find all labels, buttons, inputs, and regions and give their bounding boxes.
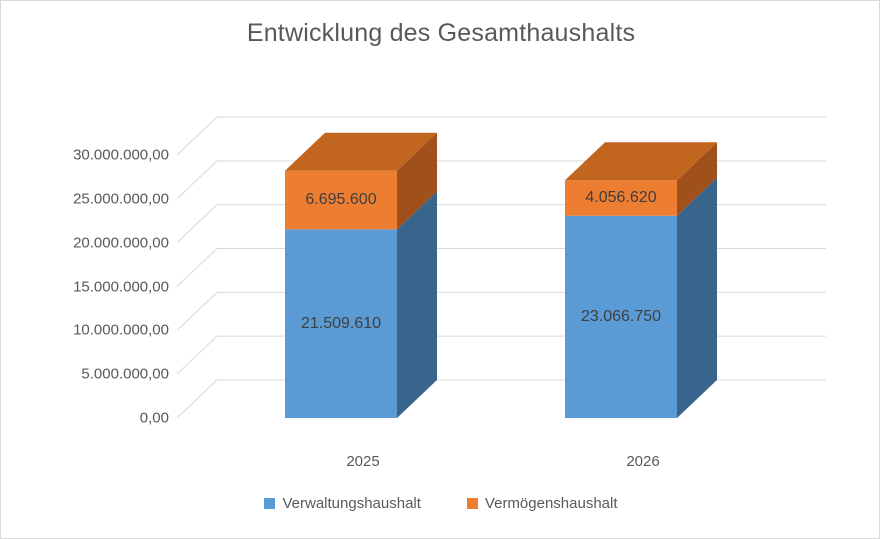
chart-legend: Verwaltungshaushalt Vermögenshaushalt <box>1 495 879 512</box>
bar-front-verwaltungshaushalt <box>285 229 397 418</box>
value-label-verwaltungshaushalt: 23.066.750 <box>580 307 662 325</box>
bar-front-verwaltungshaushalt <box>565 215 677 418</box>
bar-side-verwaltungshaushalt <box>397 191 437 418</box>
bar-side-verwaltungshaushalt <box>677 177 717 418</box>
legend-color-swatch <box>466 498 478 509</box>
bars-group <box>285 132 717 418</box>
x-axis-tick-label: 2026 <box>626 453 660 470</box>
chart-title: Entwicklung des Gesamthaushalts <box>246 19 636 47</box>
legend-label: Vermögenshaushalt <box>484 495 618 512</box>
y-axis-tick-label: 0,00 <box>139 409 169 427</box>
gridline-riser <box>176 291 218 331</box>
bar-front-vermoegenshaushalt <box>565 180 677 216</box>
gridline-riser <box>176 379 218 419</box>
legend-item[interactable]: Verwaltungshaushalt <box>264 495 421 512</box>
gridline-riser <box>176 116 218 156</box>
bar-side-vermoegenshaushalt <box>677 142 717 216</box>
gridline-riser <box>176 335 218 375</box>
value-label-vermoegenshaushalt: 6.695.600 <box>305 191 377 209</box>
bar-top-vermoegenshaushalt <box>285 132 437 171</box>
y-axis-labels: 0,00 5.000.000,00 10.000.000,00 15.000.000,… <box>9 1 169 538</box>
legend-label: Verwaltungshaushalt <box>282 495 421 512</box>
bar-side-vermoegenshaushalt <box>397 132 437 230</box>
legend-color-swatch <box>264 498 276 509</box>
legend-item[interactable]: Vermögenshaushalt <box>466 495 618 512</box>
bar-front-vermoegenshaushalt <box>285 170 397 230</box>
y-axis-tick-label: 10.000.000,00 <box>73 321 169 339</box>
gridline-riser <box>176 160 218 200</box>
gridline-riser <box>176 204 218 244</box>
y-axis-tick-label: 15.000.000,00 <box>73 278 169 295</box>
bar-top-vermoegenshaushalt <box>565 142 717 181</box>
gridline-riser <box>176 248 218 287</box>
y-axis-tick-label: 20.000.000,00 <box>73 234 169 252</box>
y-axis-tick-label: 5.000.000,00 <box>81 365 169 383</box>
value-label-vermoegenshaushalt: 4.056.620 <box>585 188 657 206</box>
gridlines <box>176 116 826 419</box>
y-axis-tick-label: 25.000.000,00 <box>73 190 169 208</box>
value-label-verwaltungshaushalt: 21.509.610 <box>300 314 382 332</box>
x-axis-tick-label: 2025 <box>346 453 380 470</box>
y-axis-tick-label: 30.000.000,00 <box>73 146 169 164</box>
